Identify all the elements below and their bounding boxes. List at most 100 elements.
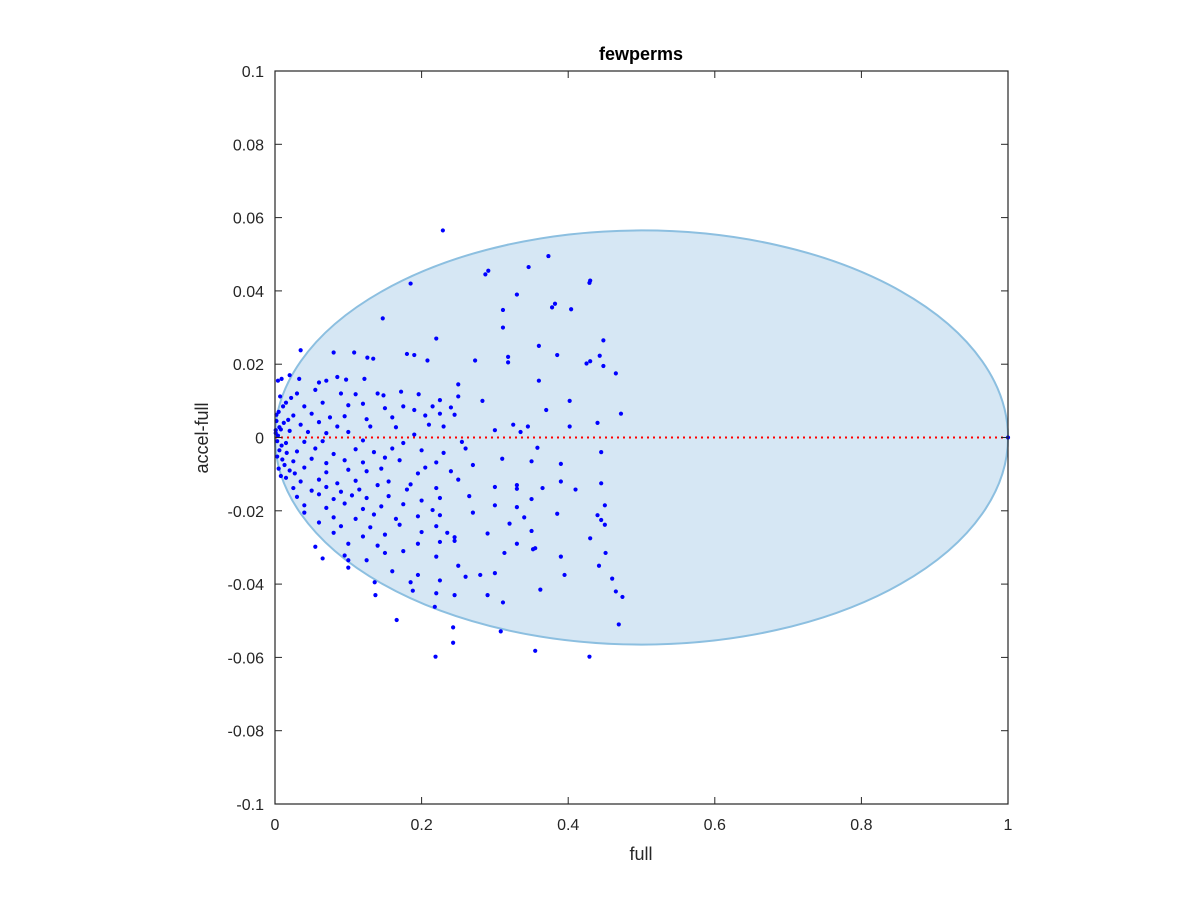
data-point bbox=[294, 449, 300, 454]
data-point bbox=[492, 571, 497, 576]
data-point bbox=[602, 503, 607, 508]
data-point bbox=[423, 413, 428, 418]
data-point bbox=[287, 468, 292, 473]
data-point bbox=[331, 515, 336, 520]
data-point bbox=[613, 371, 618, 376]
data-point bbox=[401, 404, 406, 409]
data-point bbox=[368, 525, 373, 530]
data-point bbox=[283, 440, 289, 446]
data-point bbox=[316, 492, 322, 497]
data-point bbox=[502, 550, 507, 556]
data-point bbox=[437, 398, 443, 403]
data-point bbox=[573, 487, 578, 492]
data-point bbox=[298, 422, 303, 427]
data-point bbox=[382, 455, 388, 460]
data-point bbox=[291, 485, 296, 491]
data-point bbox=[324, 461, 329, 466]
data-point bbox=[327, 415, 333, 420]
data-point bbox=[434, 336, 439, 341]
data-point bbox=[415, 541, 421, 546]
data-point bbox=[276, 409, 281, 414]
data-point bbox=[434, 554, 439, 559]
data-point bbox=[533, 648, 538, 653]
data-point bbox=[380, 316, 385, 321]
y-tick-label: 0.04 bbox=[233, 284, 264, 301]
y-tick-label: 0.1 bbox=[242, 64, 264, 81]
data-point bbox=[452, 412, 457, 417]
data-point bbox=[514, 486, 519, 491]
y-tick-label: 0.08 bbox=[233, 137, 264, 154]
data-point bbox=[331, 451, 336, 457]
data-point bbox=[309, 456, 314, 461]
data-point bbox=[552, 301, 558, 306]
data-point bbox=[538, 587, 543, 592]
data-point bbox=[408, 281, 413, 286]
data-point bbox=[530, 547, 536, 552]
data-point bbox=[456, 477, 461, 482]
data-point bbox=[434, 591, 439, 596]
data-point bbox=[599, 517, 604, 523]
data-point bbox=[562, 572, 567, 578]
data-point bbox=[364, 417, 369, 422]
data-point bbox=[375, 391, 380, 396]
data-point bbox=[514, 483, 519, 488]
data-point bbox=[302, 510, 307, 515]
data-point bbox=[500, 456, 505, 461]
data-point bbox=[463, 574, 468, 579]
data-point bbox=[313, 544, 318, 549]
data-point bbox=[540, 485, 545, 491]
data-point bbox=[346, 403, 351, 408]
data-point bbox=[433, 654, 438, 659]
data-point bbox=[338, 391, 344, 396]
data-point bbox=[360, 460, 366, 465]
data-point bbox=[302, 503, 307, 508]
data-point bbox=[324, 431, 329, 436]
data-point bbox=[352, 350, 357, 355]
data-point bbox=[338, 524, 344, 529]
data-point bbox=[555, 352, 560, 358]
data-point bbox=[588, 359, 593, 364]
data-point bbox=[416, 392, 421, 397]
data-point bbox=[282, 462, 287, 468]
data-point bbox=[480, 398, 485, 403]
data-point bbox=[397, 522, 402, 527]
data-point bbox=[320, 439, 325, 444]
data-point bbox=[393, 425, 399, 430]
data-point bbox=[401, 502, 406, 507]
data-point bbox=[419, 498, 424, 503]
data-point bbox=[470, 462, 476, 468]
data-point bbox=[324, 470, 329, 475]
data-point bbox=[309, 411, 314, 416]
y-tick-label: -0.08 bbox=[228, 724, 265, 741]
data-point bbox=[338, 489, 344, 494]
data-point bbox=[558, 479, 563, 484]
data-point bbox=[410, 588, 415, 593]
data-point bbox=[320, 400, 325, 405]
data-point bbox=[346, 467, 351, 472]
data-point bbox=[544, 407, 549, 413]
data-point bbox=[372, 580, 377, 585]
data-point bbox=[305, 429, 311, 435]
y-tick-label: -0.02 bbox=[228, 504, 265, 521]
data-point bbox=[437, 495, 443, 501]
data-point bbox=[278, 394, 283, 399]
data-point bbox=[346, 541, 351, 546]
data-point bbox=[602, 522, 607, 527]
data-point bbox=[302, 465, 307, 470]
chart-title: fewperms bbox=[599, 44, 683, 64]
data-point bbox=[536, 378, 541, 383]
data-point bbox=[558, 461, 563, 466]
data-point bbox=[412, 352, 417, 358]
data-point bbox=[618, 411, 624, 416]
data-point bbox=[525, 424, 530, 429]
data-point bbox=[599, 481, 604, 486]
data-point bbox=[316, 477, 322, 482]
data-point bbox=[390, 446, 395, 451]
data-point bbox=[588, 536, 593, 541]
data-point bbox=[381, 393, 386, 398]
data-point bbox=[473, 358, 478, 363]
data-point bbox=[382, 406, 388, 411]
data-point bbox=[408, 482, 413, 487]
data-point bbox=[601, 363, 606, 369]
